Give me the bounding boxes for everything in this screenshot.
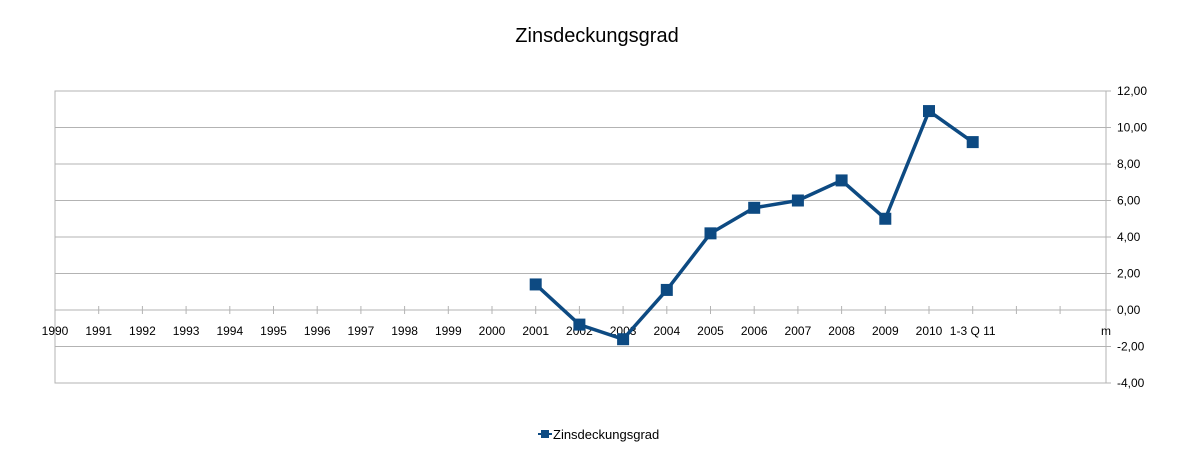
x-tick-label: 2005: [697, 324, 724, 338]
y-tick-label: 10,00: [1117, 121, 1147, 135]
data-point-marker: [923, 105, 935, 118]
x-tick-label: 2006: [741, 324, 768, 338]
x-tick-label: 1998: [391, 324, 418, 338]
y-tick-label: 12,00: [1117, 84, 1147, 98]
legend-marker: [541, 430, 549, 438]
axes: -4,00 -2,00 0,00 2,00 4,00 6,00 8,00 10,00 12,00…: [42, 84, 1148, 390]
y-tick-label: -2,00: [1117, 340, 1145, 354]
x-tick-label: 2004: [653, 324, 680, 338]
x-tick-label: 1997: [348, 324, 375, 338]
data-point-marker: [529, 278, 542, 291]
x-tick-label: 2000: [479, 324, 506, 338]
x-tick-label: 2009: [872, 324, 899, 338]
x-tick-label: 1-3 Q 11: [950, 324, 996, 338]
legend-label: Zinsdeckungsgrad: [553, 427, 659, 442]
grid-lines: [54, 90, 1107, 384]
x-tick-label: 2003: [610, 324, 637, 338]
x-tick-label: 2008: [828, 324, 855, 338]
data-point-marker: [966, 136, 979, 149]
data-point-marker: [791, 194, 804, 207]
y-tick-label: 2,00: [1117, 267, 1141, 281]
data-series: [529, 105, 979, 346]
x-tick-label: 1990: [42, 324, 69, 338]
data-point-marker: [835, 174, 848, 187]
data-point-marker: [879, 212, 892, 225]
x-tick-label: 1991: [85, 324, 112, 338]
x-tick-label: 1993: [173, 324, 200, 338]
y-tick-label: 6,00: [1117, 194, 1141, 208]
x-tick-label: 1992: [129, 324, 156, 338]
y-tick-label: 8,00: [1117, 157, 1141, 171]
series-line: [534, 109, 974, 341]
x-tick-label: 1999: [435, 324, 462, 338]
y-tick-label: 0,00: [1117, 303, 1141, 317]
legend: Zinsdeckungsgrad: [538, 427, 659, 442]
data-point-marker: [660, 283, 673, 296]
data-point-marker: [704, 227, 717, 240]
x-axis-end-label: m: [1101, 324, 1111, 338]
y-tick-label: -4,00: [1117, 376, 1145, 390]
x-tick-label: 2010: [916, 324, 943, 338]
data-point-marker: [573, 318, 586, 331]
x-tick-label: 2001: [522, 324, 549, 338]
x-tick-label: 1994: [216, 324, 243, 338]
x-tick-label: 1995: [260, 324, 287, 338]
chart-title: Zinsdeckungsgrad: [515, 25, 678, 47]
x-tick-label: 1996: [304, 324, 331, 338]
y-tick-label: 4,00: [1117, 230, 1141, 244]
data-point-marker: [617, 333, 630, 346]
data-point-marker: [748, 201, 761, 214]
x-tick-label: 2007: [785, 324, 812, 338]
